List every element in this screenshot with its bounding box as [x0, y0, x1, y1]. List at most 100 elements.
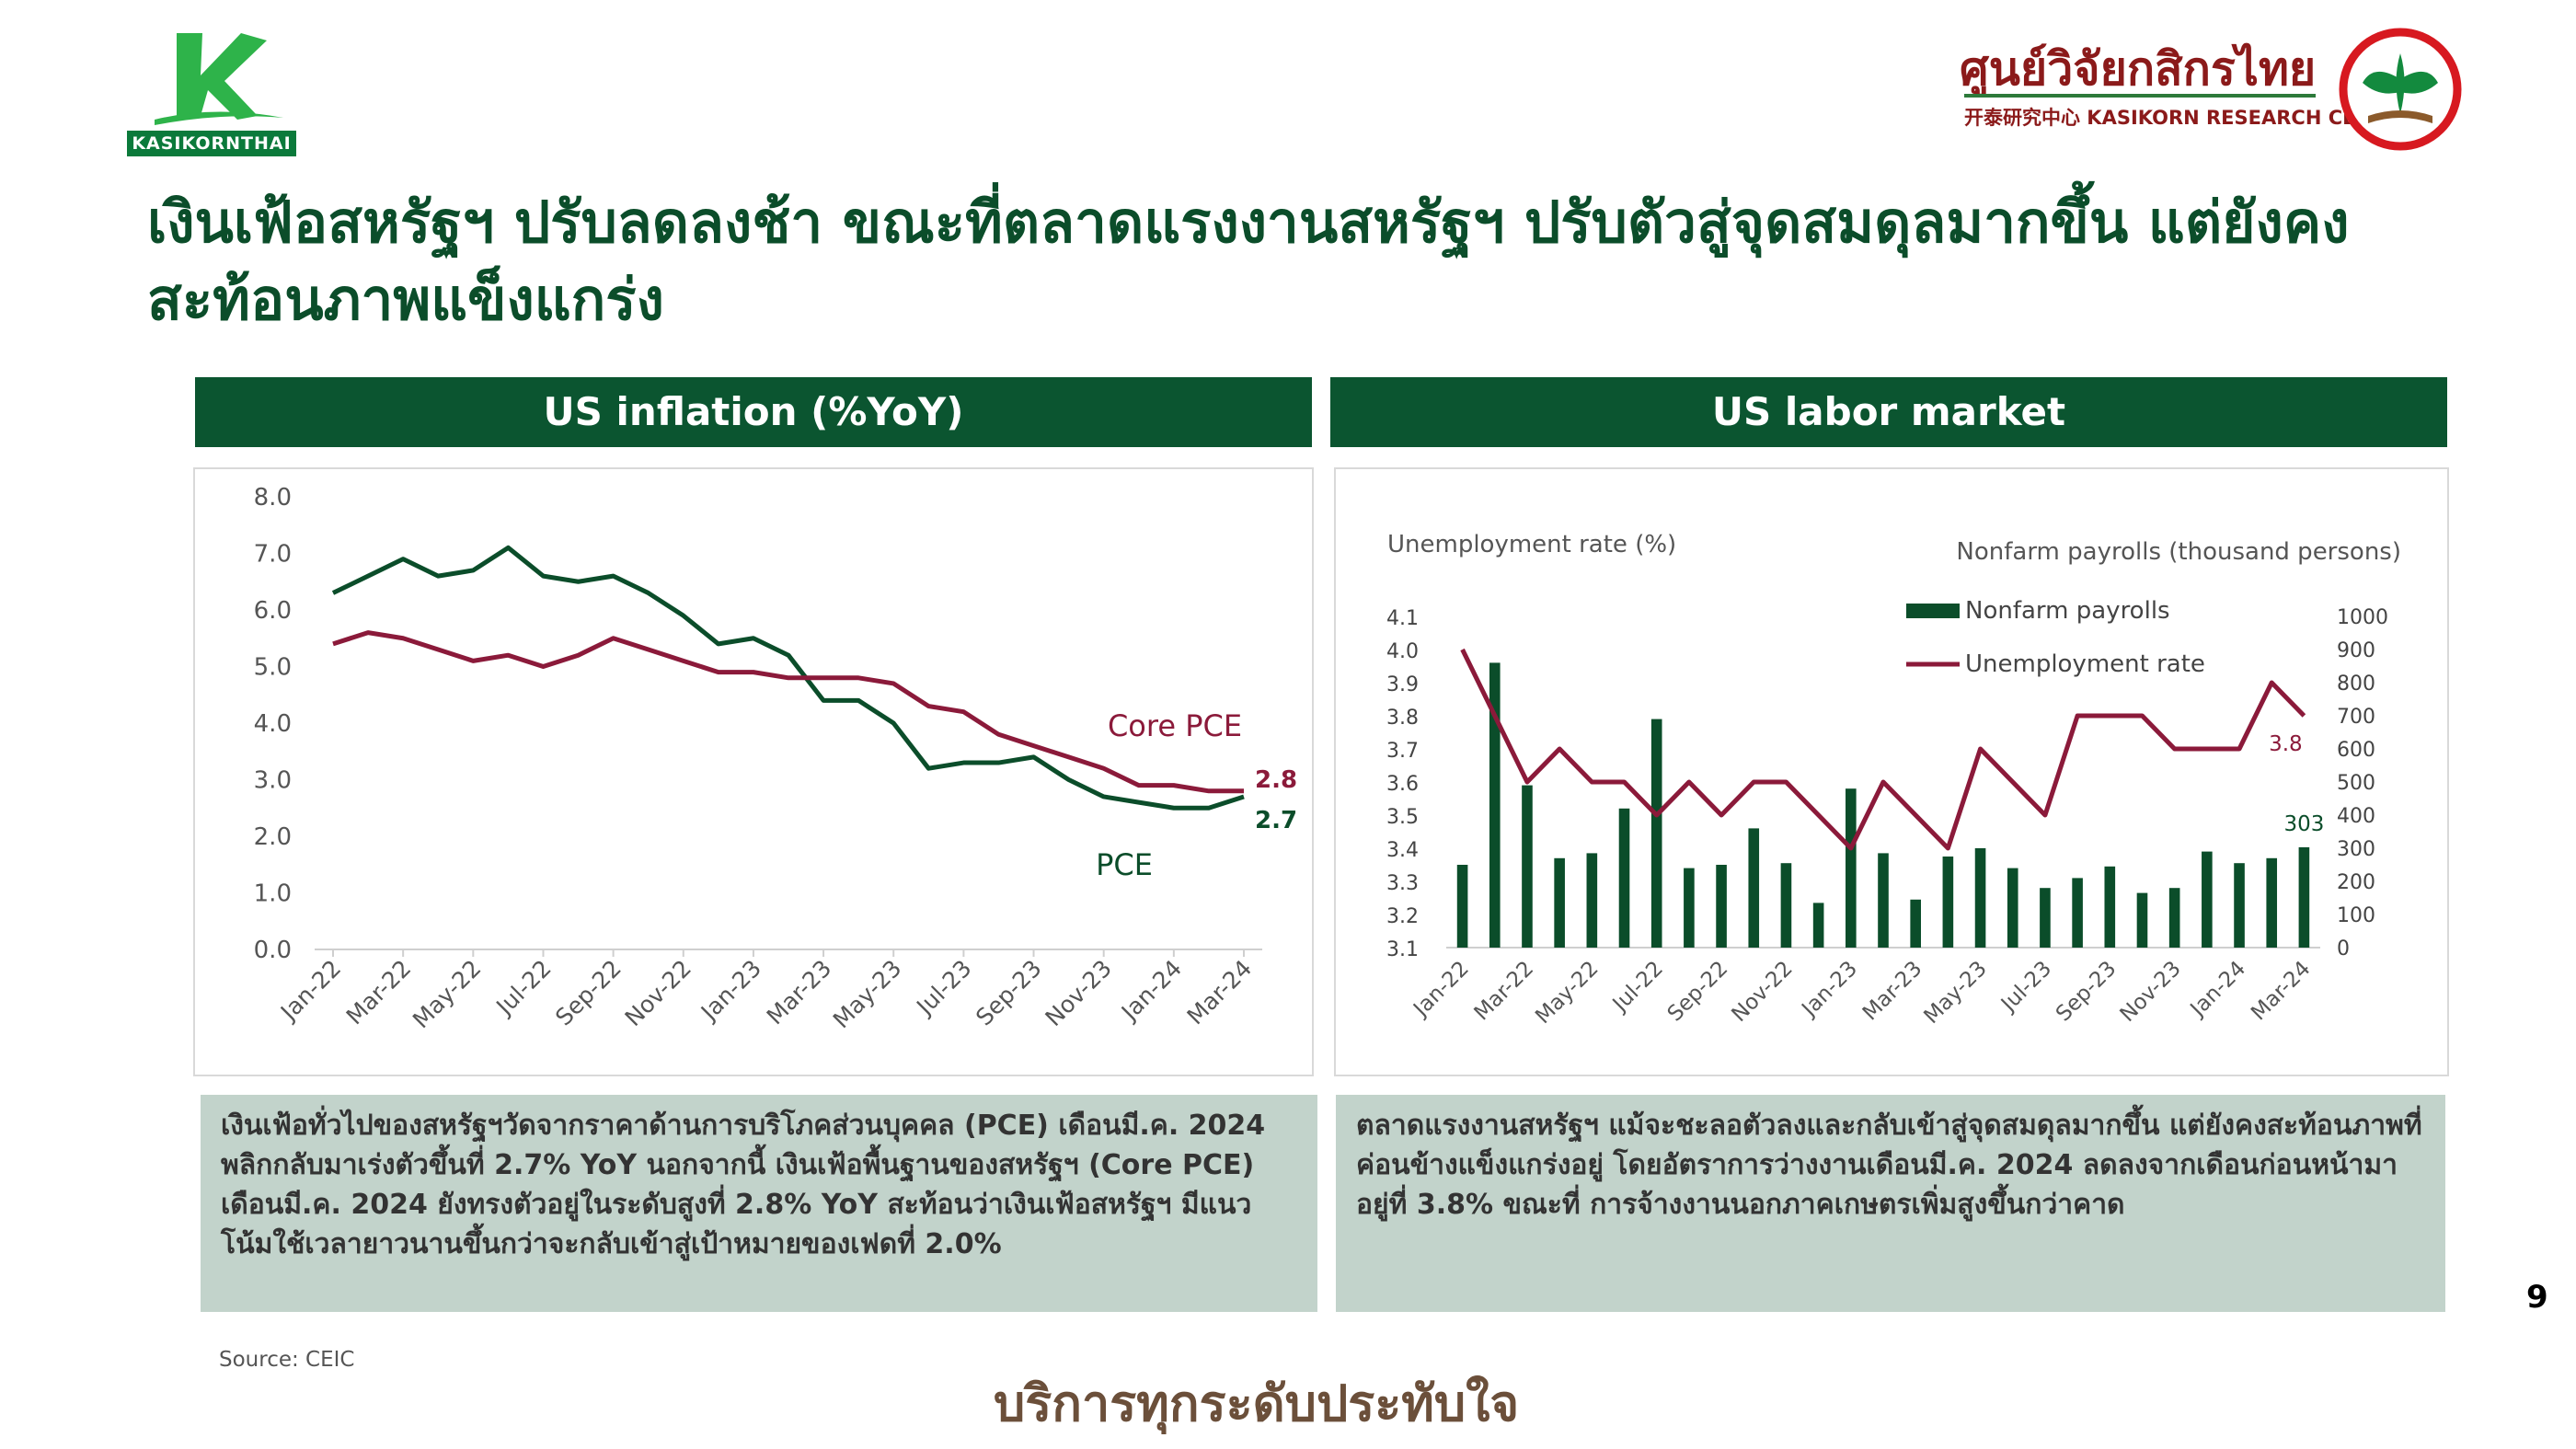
- nonfarm-bar: [1780, 863, 1792, 948]
- y-tick-label: 4.0: [254, 710, 292, 738]
- x-tick-label: Sep-22: [1663, 957, 1733, 1027]
- nonfarm-bar: [1878, 853, 1889, 948]
- nonfarm-bar: [1554, 857, 1565, 948]
- left-tick-label: 3.2: [1386, 905, 1419, 928]
- nonfarm-bar: [1910, 899, 1921, 948]
- inflation-chart: 0.0 1.0 2.0 3.0 4.0 5.0 6.0 7.0 8.0 Jan-22 Mar-22 M…: [193, 467, 1314, 1076]
- x-tick-label: Jan-24: [2185, 957, 2250, 1022]
- nonfarm-bar: [1618, 808, 1630, 948]
- nonfarm-bar: [1974, 848, 1986, 948]
- krc-logo-title: ศูนย์วิจัยกสิกรไทย: [1960, 42, 2317, 96]
- nonfarm-bar: [2202, 851, 2213, 948]
- left-axis-title: Unemployment rate (%): [1387, 531, 1676, 558]
- x-tick-label: Jan-23: [1797, 957, 1862, 1022]
- end-value-label: 2.7: [1255, 807, 1297, 834]
- x-tick-label: Mar-22: [341, 955, 417, 1030]
- series-label-core-pce: Core PCE: [1108, 708, 1242, 743]
- labor-panel-header: US labor market: [1330, 377, 2447, 447]
- krc-logo-subtitle: 开泰研究中心 KASIKORN RESEARCH CENTER: [1964, 107, 2413, 129]
- x-tick-label: May-23: [828, 955, 907, 1034]
- k-leaf-icon: [155, 33, 283, 125]
- series-label-pce: PCE: [1096, 847, 1153, 882]
- y-tick-label: 8.0: [254, 484, 292, 512]
- nonfarm-bar: [1942, 857, 1954, 948]
- left-tick-label: 3.6: [1386, 773, 1419, 796]
- legend-label-nonfarm: Nonfarm payrolls: [1965, 597, 2170, 625]
- page-title: เงินเฟ้อสหรัฐฯ ปรับลดลงช้า ขณะที่ตลาดแรง…: [147, 189, 2350, 333]
- inflation-chart-svg: 0.01.02.03.04.05.06.07.08.0Jan-22Mar-22M…: [254, 484, 1297, 1034]
- left-tick-label: 3.5: [1386, 806, 1419, 829]
- nonfarm-bar: [1716, 865, 1727, 948]
- line-end-label: 3.8: [2269, 732, 2303, 756]
- right-tick-label: 300: [2337, 838, 2375, 861]
- nonfarm-bar: [2104, 866, 2116, 948]
- nonfarm-bar: [2007, 868, 2018, 948]
- right-tick-label: 900: [2337, 639, 2375, 662]
- unemployment-line: [1460, 648, 2306, 851]
- labor-chart-svg: Unemployment rate (%) Nonfarm payrolls (t…: [1386, 531, 2401, 1029]
- y-tick-label: 1.0: [254, 880, 292, 908]
- left-tick-label: 3.1: [1386, 938, 1419, 961]
- y-tick-label: 2.0: [254, 823, 292, 851]
- nonfarm-bar: [2136, 892, 2148, 948]
- nonfarm-bar: [1650, 719, 1662, 948]
- nonfarm-bar: [2040, 888, 2051, 948]
- left-tick-label: 3.3: [1386, 872, 1419, 895]
- y-tick-label: 0.0: [254, 937, 292, 964]
- source-note: Source: CEIC: [219, 1348, 355, 1372]
- x-tick-label: Nov-22: [620, 955, 696, 1031]
- x-tick-label: Jan-22: [1408, 957, 1473, 1022]
- nonfarm-bar: [1812, 903, 1824, 948]
- nonfarm-bar: [1489, 662, 1501, 948]
- x-tick-label: Jan-23: [695, 955, 766, 1027]
- inflation-note: เงินเฟ้อทั่วไปของสหรัฐฯวัดจากราคาด้านการ…: [201, 1095, 1317, 1312]
- nonfarm-bar: [1846, 788, 1857, 948]
- left-tick-label: 3.7: [1386, 740, 1419, 763]
- right-tick-label: 600: [2337, 739, 2375, 762]
- series-line-core-pce: [332, 630, 1244, 794]
- right-tick-label: 0: [2337, 937, 2350, 960]
- x-tick-label: Nov-23: [1041, 955, 1117, 1031]
- x-tick-label: May-23: [1920, 957, 1992, 1029]
- nonfarm-bar: [2266, 857, 2278, 948]
- x-tick-label: Nov-22: [1727, 957, 1797, 1027]
- x-tick-label: May-22: [408, 955, 487, 1034]
- x-tick-label: Mar-22: [1470, 957, 1539, 1026]
- right-tick-label: 100: [2337, 904, 2375, 927]
- nonfarm-bar: [1522, 785, 1533, 948]
- x-tick-label: Jan-22: [274, 955, 346, 1027]
- x-tick-label: Sep-22: [550, 955, 627, 1031]
- x-tick-label: Mar-24: [1182, 955, 1258, 1030]
- right-tick-label: 800: [2337, 673, 2375, 696]
- x-tick-label: May-22: [1531, 957, 1603, 1029]
- x-tick-label: Jul-22: [1607, 957, 1668, 1018]
- nonfarm-bar: [2168, 888, 2180, 948]
- right-tick-label: 200: [2337, 871, 2375, 894]
- right-tick-label: 400: [2337, 805, 2375, 828]
- y-tick-label: 5.0: [254, 654, 292, 682]
- y-tick-label: 7.0: [254, 541, 292, 569]
- right-tick-label: 700: [2337, 706, 2375, 729]
- legend-label-unemployment: Unemployment rate: [1965, 650, 2205, 678]
- y-tick-label: 3.0: [254, 767, 292, 795]
- x-tick-label: Mar-24: [2247, 957, 2316, 1026]
- bar-end-label: 303: [2283, 812, 2324, 836]
- nonfarm-bar: [1748, 828, 1760, 948]
- labor-chart: Unemployment rate (%) Nonfarm payrolls (t…: [1334, 467, 2449, 1076]
- nonfarm-bar: [2298, 846, 2310, 948]
- x-tick-label: Jul-23: [911, 955, 977, 1021]
- left-tick-label: 3.9: [1386, 673, 1419, 696]
- x-tick-label: Mar-23: [762, 955, 837, 1030]
- kbank-emblem-icon: [2339, 28, 2462, 151]
- right-tick-label: 1000: [2337, 606, 2388, 629]
- logo-wordmark: KASIKORNTHAI: [127, 131, 296, 156]
- nonfarm-bar: [2072, 878, 2083, 948]
- right-tick-label: 500: [2337, 772, 2375, 795]
- tagline: บริการทุกระดับประทับใจ: [994, 1374, 1520, 1432]
- left-tick-label: 4.0: [1386, 640, 1419, 663]
- left-tick-label: 3.8: [1386, 707, 1419, 730]
- labor-note: ตลาดแรงงานสหรัฐฯ แม้จะชะลอตัวลงและกลับเข…: [1336, 1095, 2445, 1312]
- x-tick-label: Jan-24: [1115, 955, 1187, 1027]
- page-number: 9: [2526, 1279, 2548, 1316]
- kasikornthai-logo: KASIKORNTHAI: [127, 28, 296, 156]
